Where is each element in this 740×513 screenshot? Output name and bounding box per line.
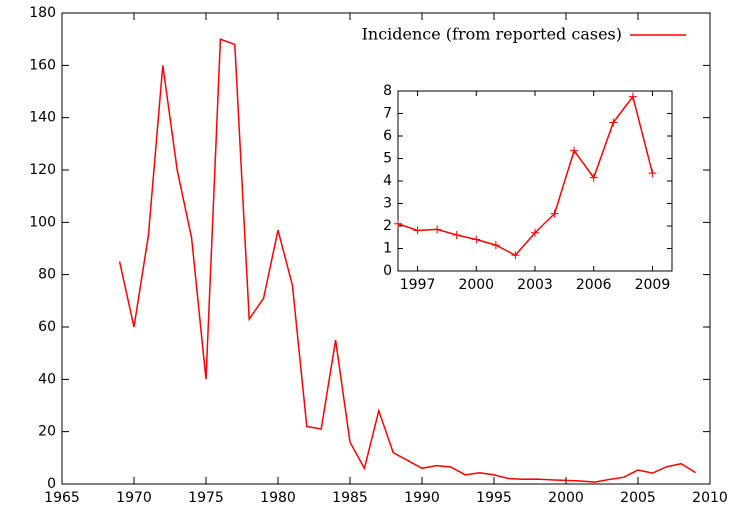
y-tick-label: 140 (29, 110, 56, 126)
y-tick-label: 0 (383, 263, 392, 279)
y-tick-label: 80 (38, 267, 56, 283)
x-tick-label: 2006 (576, 277, 612, 293)
x-tick-label: 1990 (404, 490, 440, 506)
y-tick-label: 2 (383, 218, 392, 234)
y-tick-label: 40 (38, 371, 56, 387)
plot-frame (397, 90, 673, 272)
y-tick-label: 60 (38, 319, 56, 335)
y-tick-label: 180 (29, 5, 56, 21)
x-tick-label: 1997 (400, 277, 436, 293)
data-line (397, 94, 654, 257)
y-tick-label: 4 (383, 173, 392, 189)
point-marker (511, 251, 520, 260)
y-tick-label: 3 (383, 196, 392, 212)
point-marker (589, 173, 598, 182)
y-tick-label: 100 (29, 214, 56, 230)
point-marker (413, 226, 422, 235)
y-tick-label: 0 (47, 476, 56, 492)
x-tick-label: 1980 (260, 490, 296, 506)
x-tick-label: 2000 (458, 277, 494, 293)
x-tick-label: 1975 (188, 490, 224, 506)
point-marker (628, 92, 637, 101)
x-tick-label: 2003 (517, 277, 553, 293)
point-marker (433, 225, 442, 234)
x-tick-label: 1965 (44, 490, 80, 506)
x-tick-label: 1985 (332, 490, 368, 506)
y-tick-label: 1 (383, 241, 392, 257)
point-marker (570, 146, 579, 155)
x-tick-label: 1995 (476, 490, 512, 506)
point-marker (452, 231, 461, 239)
x-tick-label: 2005 (620, 490, 656, 506)
y-tick-label: 6 (383, 128, 392, 144)
x-tick-label: 2000 (548, 490, 584, 506)
y-tick-label: 7 (383, 106, 392, 122)
x-tick-label: 2009 (635, 277, 671, 293)
y-tick-label: 5 (383, 151, 392, 167)
y-tick-label: 160 (29, 57, 56, 73)
y-tick-label: 120 (29, 162, 56, 178)
y-tick-label: 20 (38, 424, 56, 440)
legend-label: Incidence (from reported cases) (362, 25, 622, 44)
point-marker (531, 228, 539, 237)
point-marker (550, 209, 559, 218)
data-line (118, 38, 696, 483)
point-marker (648, 169, 657, 178)
point-marker (609, 118, 618, 127)
x-tick-label: 1970 (116, 490, 152, 506)
point-marker (394, 219, 402, 228)
point-marker (472, 235, 481, 244)
x-tick-label: 2010 (692, 490, 728, 506)
y-tick-label: 8 (383, 83, 392, 99)
point-marker (491, 241, 500, 250)
